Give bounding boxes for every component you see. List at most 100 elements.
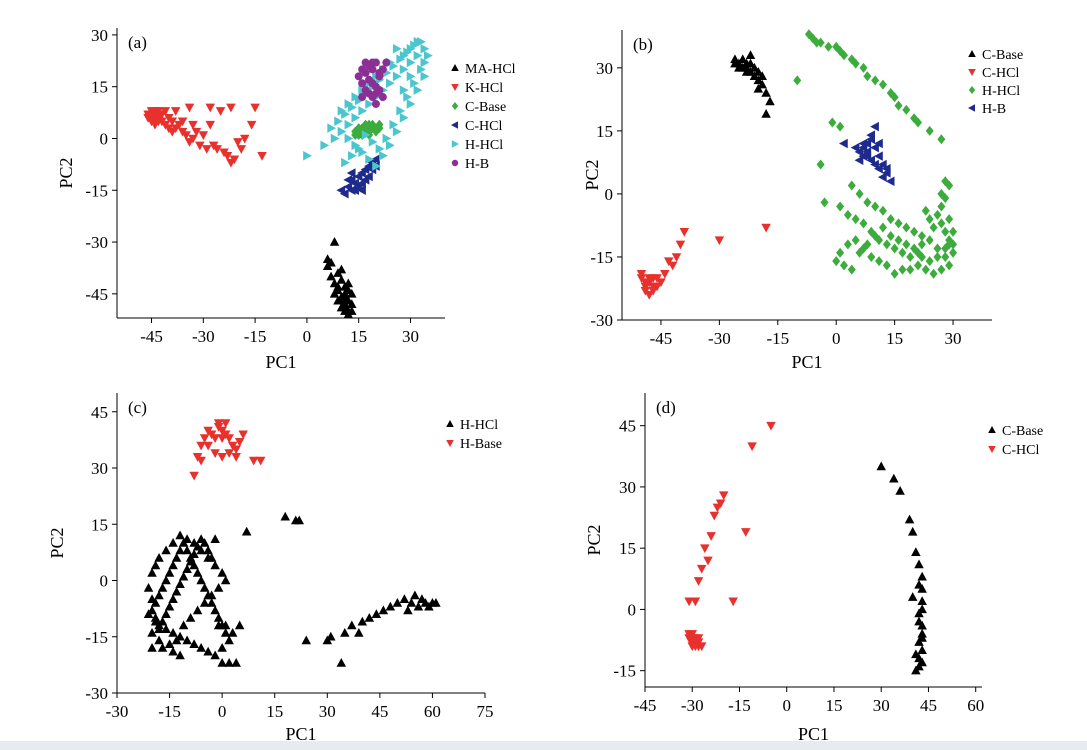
data-point (874, 151, 883, 161)
data-point (217, 568, 227, 577)
data-point (690, 642, 701, 652)
data-point (350, 185, 359, 196)
data-point (189, 639, 199, 648)
data-point (881, 163, 891, 174)
data-point (157, 117, 167, 127)
data-point (336, 185, 346, 196)
legend-label: K-HCl (465, 81, 503, 96)
data-point (875, 256, 884, 267)
data-point (660, 270, 670, 279)
data-point (636, 274, 647, 283)
data-point (192, 541, 203, 551)
data-point (399, 594, 410, 603)
data-point (854, 155, 864, 166)
data-point (360, 175, 370, 185)
data-point (696, 564, 707, 574)
x-tick-label: 60 (424, 702, 441, 721)
data-point (937, 188, 946, 199)
data-point (863, 71, 872, 82)
data-point (761, 109, 771, 118)
data-point (906, 264, 915, 275)
data-point (192, 568, 203, 577)
data-point (753, 83, 764, 93)
data-point (199, 538, 210, 547)
data-point (399, 113, 409, 123)
data-point (902, 222, 911, 233)
data-point (189, 549, 199, 558)
series-c-hcl (636, 223, 771, 300)
data-point (392, 126, 402, 137)
data-point (250, 103, 260, 113)
data-point (911, 649, 921, 659)
x-tick-label: -45 (634, 696, 657, 715)
data-point (217, 434, 227, 443)
data-point (175, 545, 185, 555)
data-point (816, 159, 825, 170)
series-c-hcl (684, 421, 776, 652)
data-point (406, 71, 416, 82)
data-point (368, 119, 377, 130)
data-point (196, 441, 206, 451)
data-point (168, 628, 178, 637)
panel-a: -45 -30 -15 0 15 30 30 15 0 -15 -30 -45 PC1 PC2 (a) MA-… (56, 26, 516, 372)
data-point (368, 93, 377, 102)
data-point (765, 96, 775, 106)
data-point (855, 247, 864, 258)
legend-label: C-Base (982, 48, 1023, 63)
x-tick-label: -30 (106, 702, 129, 721)
data-point (365, 99, 375, 109)
data-point (217, 643, 227, 652)
x-tick-label: 15 (350, 327, 367, 346)
legend-label: C-HCl (1002, 443, 1039, 458)
data-point (878, 205, 887, 216)
data-point (644, 291, 655, 300)
data-point (170, 107, 181, 116)
data-point (171, 553, 182, 562)
data-point (336, 264, 347, 274)
data-point (832, 256, 841, 267)
legend-marker (988, 446, 996, 453)
x-tick-label: -30 (192, 327, 215, 346)
data-point (836, 121, 845, 132)
data-point (876, 461, 886, 471)
data-point (703, 556, 713, 566)
data-point (347, 306, 357, 315)
data-point (188, 120, 198, 130)
data-point (336, 275, 347, 284)
data-point (198, 131, 209, 141)
data-point (911, 547, 921, 556)
legend-marker (452, 140, 459, 148)
data-point (937, 134, 946, 145)
data-point (941, 226, 950, 237)
data-point (886, 214, 895, 225)
data-point (375, 123, 384, 134)
data-point (378, 93, 387, 102)
data-point (337, 126, 347, 137)
data-point (420, 43, 430, 54)
data-point (684, 597, 694, 607)
data-point (372, 161, 381, 171)
data-point (766, 421, 776, 431)
data-point (340, 292, 350, 302)
data-point (914, 559, 924, 569)
data-point (217, 658, 227, 667)
data-point (175, 650, 185, 660)
data-point (757, 71, 767, 80)
data-point (333, 295, 343, 305)
data-point (182, 564, 192, 573)
data-point (945, 260, 954, 271)
legend: MA-HCl K-HCl C-Base C-HCl H-HCl H-B (451, 62, 516, 172)
data-point (836, 247, 845, 258)
data-point (379, 150, 388, 161)
data-point (361, 130, 371, 140)
data-point (745, 58, 756, 68)
data-point (248, 456, 259, 466)
data-point (336, 658, 347, 667)
x-tick-label: 30 (402, 327, 419, 346)
data-point (862, 147, 872, 157)
data-point (157, 643, 168, 652)
legend-label: C-Base (465, 100, 506, 115)
data-point (329, 288, 340, 298)
data-point (937, 201, 946, 212)
data-point (358, 79, 367, 88)
